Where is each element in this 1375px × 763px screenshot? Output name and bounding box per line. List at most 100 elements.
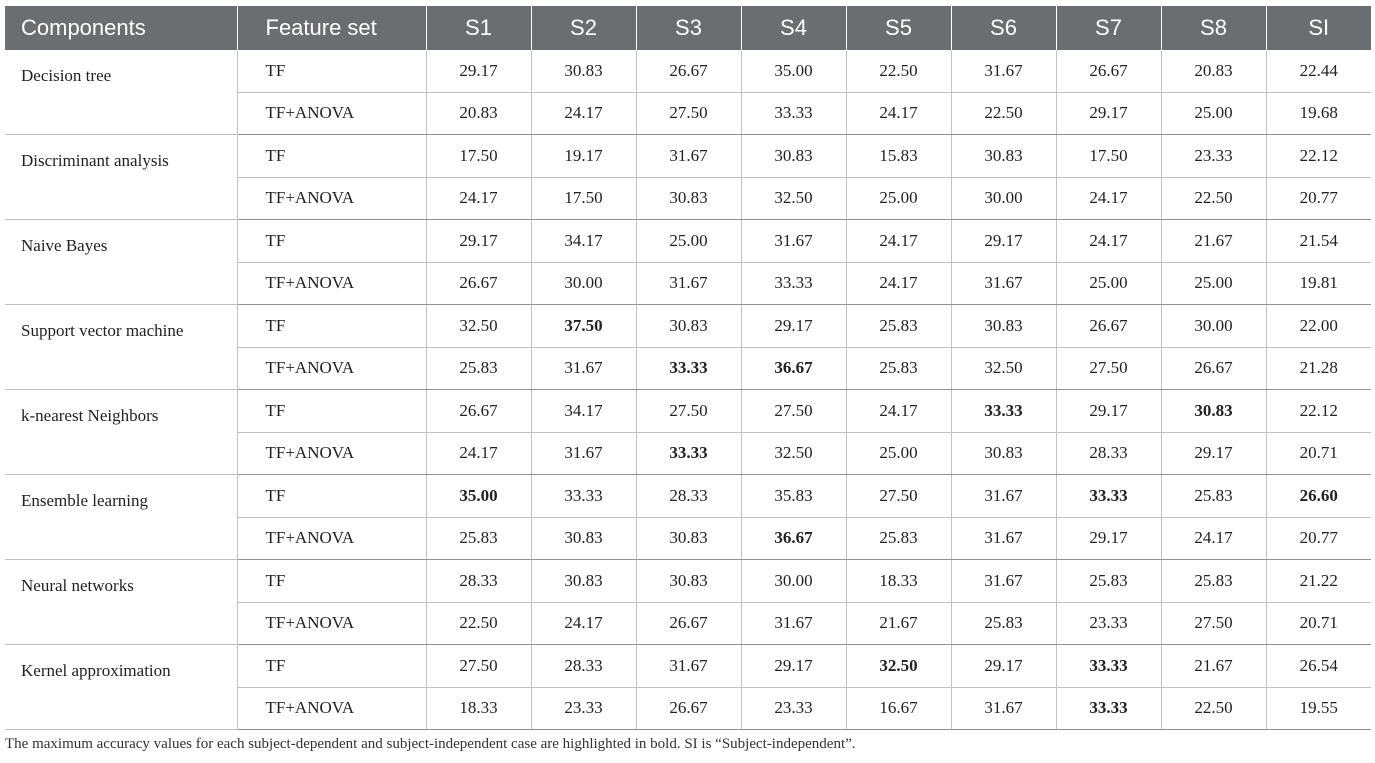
component-name: Ensemble learning [5,474,237,560]
accuracy-cell: 30.83 [740,134,846,178]
accuracy-cell: 34.17 [530,389,636,433]
component-name: Decision tree [5,50,237,135]
table-row: Discriminant analysis TF 17.50 19.17 31.67 30… [5,134,1371,220]
accuracy-cell: 28.33 [1055,432,1161,475]
component-name: k-nearest Neighbors [5,389,237,475]
table-footnote: The maximum accuracy values for each sub… [5,736,856,752]
accuracy-cell: 29.17 [425,50,531,93]
accuracy-cell: 24.17 [530,602,636,645]
table-row: Ensemble learning TF 35.00 33.33 28.33 35.83 2… [5,474,1371,560]
accuracy-cell: 26.67 [635,687,741,730]
accuracy-cell: 24.17 [1160,517,1266,560]
accuracy-cell: 21.67 [845,602,951,645]
accuracy-cell: 30.00 [1160,304,1266,348]
accuracy-cell: 27.50 [740,389,846,433]
accuracy-cell: 25.83 [425,347,531,390]
accuracy-cell: 33.33 [635,347,741,390]
accuracy-cell: 25.00 [845,432,951,475]
accuracy-cell: 31.67 [530,347,636,390]
accuracy-cell: 26.67 [635,50,741,93]
accuracy-cell: 33.33 [635,432,741,475]
feature-set-cell: TF [236,219,426,263]
column-header: S6 [950,6,1056,50]
accuracy-cell: 22.50 [950,92,1056,135]
accuracy-cell: 30.83 [950,304,1056,348]
accuracy-cell: 32.50 [950,347,1056,390]
accuracy-cell: 25.83 [845,517,951,560]
column-header: S5 [845,6,951,50]
accuracy-cell: 33.33 [1055,644,1161,688]
accuracy-cell: 26.67 [425,262,531,305]
feature-set-cell: TF+ANOVA [236,517,426,560]
accuracy-cell: 26.60 [1265,474,1371,518]
accuracy-cell: 25.83 [1160,474,1266,518]
feature-set-cell: TF [236,304,426,348]
accuracy-cell: 35.83 [740,474,846,518]
feature-set-cell: TF+ANOVA [236,92,426,135]
accuracy-cell: 29.17 [425,219,531,263]
accuracy-cell: 21.54 [1265,219,1371,263]
accuracy-cell: 30.00 [950,177,1056,220]
accuracy-cell: 31.67 [950,474,1056,518]
table-row: k-nearest Neighbors TF 26.67 34.17 27.50 27.5… [5,389,1371,475]
accuracy-cell: 20.77 [1265,177,1371,220]
column-header: S7 [1055,6,1161,50]
accuracy-cell: 25.00 [845,177,951,220]
accuracy-cell: 25.83 [1055,559,1161,603]
accuracy-table: Components Feature set S1 S2 S3 S4 S5 S6 S7 S8 SI … [5,6,1371,730]
accuracy-cell: 33.33 [740,262,846,305]
accuracy-cell: 31.67 [740,219,846,263]
accuracy-cell: 26.67 [425,389,531,433]
accuracy-cell: 29.17 [740,644,846,688]
feature-set-cell: TF+ANOVA [236,347,426,390]
accuracy-cell: 33.33 [1055,687,1161,730]
table-row: TF+ANOVA 24.17 31.67 33.33 32.50 25.00 30.83 28… [5,432,1371,475]
component-name: Neural networks [5,559,237,645]
accuracy-cell: 19.68 [1265,92,1371,135]
accuracy-cell: 22.50 [1160,177,1266,220]
accuracy-cell: 31.67 [740,602,846,645]
accuracy-cell: 35.00 [425,474,531,518]
accuracy-cell: 37.50 [530,304,636,348]
component-name: Naive Bayes [5,219,237,305]
accuracy-cell: 26.67 [1055,304,1161,348]
accuracy-cell: 27.50 [1055,347,1161,390]
accuracy-cell: 26.67 [1160,347,1266,390]
accuracy-cell: 18.33 [425,687,531,730]
accuracy-cell: 25.00 [1160,92,1266,135]
accuracy-cell: 29.17 [950,644,1056,688]
accuracy-cell: 25.83 [950,602,1056,645]
accuracy-cell: 25.00 [635,219,741,263]
accuracy-cell: 25.83 [1160,559,1266,603]
column-header: Feature set [236,6,426,50]
accuracy-cell: 21.67 [1160,644,1266,688]
table-row: TF+ANOVA 26.67 30.00 31.67 33.33 24.17 31.67 25… [5,262,1371,305]
accuracy-cell: 30.83 [950,432,1056,475]
feature-set-cell: TF+ANOVA [236,262,426,305]
accuracy-cell: 31.67 [950,559,1056,603]
table-row: Kernel approximation TF 27.50 28.33 31.67 29.… [5,644,1371,730]
accuracy-cell: 17.50 [1055,134,1161,178]
accuracy-cell: 31.67 [950,687,1056,730]
feature-set-cell: TF [236,474,426,518]
column-header: S1 [425,6,531,50]
accuracy-cell: 22.12 [1265,389,1371,433]
component-name: Discriminant analysis [5,134,237,220]
accuracy-cell: 25.83 [845,347,951,390]
accuracy-cell: 34.17 [530,219,636,263]
accuracy-cell: 31.67 [950,262,1056,305]
accuracy-cell: 30.00 [740,559,846,603]
accuracy-cell: 22.50 [845,50,951,93]
accuracy-cell: 26.67 [635,602,741,645]
accuracy-cell: 29.17 [1055,92,1161,135]
accuracy-cell: 22.50 [1160,687,1266,730]
table-row: TF+ANOVA 25.83 31.67 33.33 36.67 25.83 32.50 27… [5,347,1371,390]
table-row: Naive Bayes TF 29.17 34.17 25.00 31.67 24.17 29… [5,219,1371,305]
accuracy-cell: 33.33 [740,92,846,135]
accuracy-cell: 28.33 [530,644,636,688]
feature-set-cell: TF [236,50,426,93]
accuracy-cell: 32.50 [740,177,846,220]
accuracy-cell: 30.83 [950,134,1056,178]
accuracy-cell: 25.83 [845,304,951,348]
accuracy-cell: 17.50 [425,134,531,178]
